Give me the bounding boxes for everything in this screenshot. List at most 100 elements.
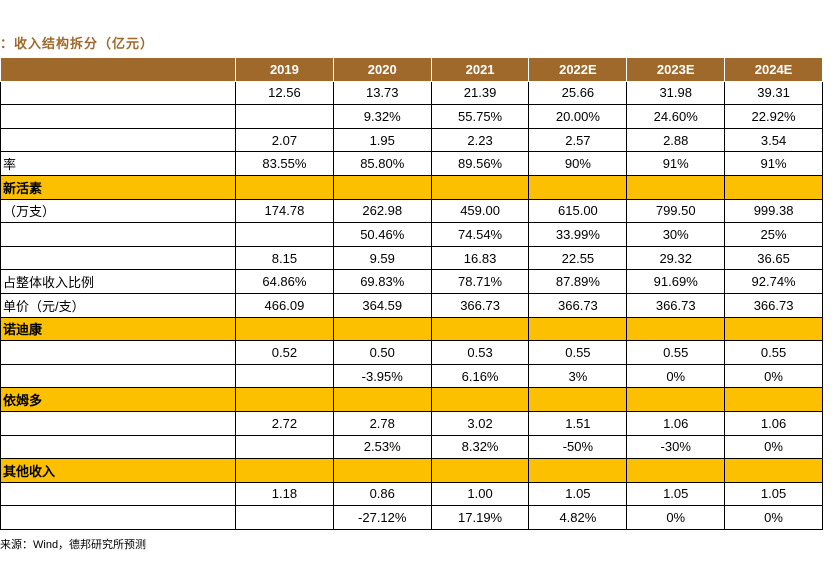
table-cell: 9.32% xyxy=(332,104,432,129)
table-cell: 24.60% xyxy=(626,104,726,129)
table-cell: 6.16% xyxy=(430,363,530,389)
table-cell: 69.83% xyxy=(332,269,432,294)
table-cell: 1.00 xyxy=(430,481,530,507)
row-label xyxy=(0,363,236,389)
table-cell: 21.39 xyxy=(430,80,530,106)
table-cell: 74.54% xyxy=(430,222,530,247)
section-cell xyxy=(626,316,726,342)
table-cell: 22.92% xyxy=(724,104,823,129)
table-cell: 55.75% xyxy=(430,104,530,129)
row-label: （万支） xyxy=(0,198,236,224)
table-row: 50.46% 74.54% 33.99% 30% 25% xyxy=(0,222,823,247)
table-cell: 91% xyxy=(626,151,726,176)
row-label xyxy=(0,340,236,365)
section-label: 其他收入 xyxy=(0,458,236,483)
row-label: 单价（元/支） xyxy=(0,292,236,318)
section-label: 依姆多 xyxy=(0,387,236,412)
row-label xyxy=(0,481,236,507)
section-cell xyxy=(430,174,530,200)
section-cell xyxy=(626,458,726,483)
table-cell xyxy=(235,104,334,129)
table-cell: 2.07 xyxy=(235,127,334,153)
section-cell xyxy=(235,458,334,483)
table-cell: 85.80% xyxy=(332,151,432,176)
table-cell: 2.78 xyxy=(332,410,432,436)
table-row: 新活素 xyxy=(0,174,823,200)
table-cell: 3% xyxy=(528,363,628,389)
table-cell: 1.05 xyxy=(528,481,628,507)
header-cell: 2022E xyxy=(528,57,628,82)
table-cell: 799.50 xyxy=(626,198,726,224)
source-note: 来源：Wind，德邦研究所预测 xyxy=(0,539,147,551)
header-cell: 2024E xyxy=(724,57,823,82)
section-cell xyxy=(332,174,432,200)
table-row: 9.32% 55.75% 20.00% 24.60% 22.92% xyxy=(0,104,823,129)
table-cell xyxy=(235,505,334,530)
header-cell: 2019 xyxy=(235,57,334,82)
section-cell xyxy=(626,387,726,412)
table-cell: 16.83 xyxy=(430,245,530,271)
table-cell: 366.73 xyxy=(528,292,628,318)
table-cell: 0.55 xyxy=(528,340,628,365)
row-label xyxy=(0,127,236,153)
row-label xyxy=(0,104,236,129)
table-row: 诺迪康 xyxy=(0,316,823,342)
table-row: 占整体收入比例 64.86% 69.83% 78.71% 87.89% 91.69% 92.… xyxy=(0,269,823,294)
table-cell: 91% xyxy=(724,151,823,176)
header-cell: 2023E xyxy=(626,57,726,82)
table-cell: 8.15 xyxy=(235,245,334,271)
table-cell: 83.55% xyxy=(235,151,334,176)
header-cell: 2021 xyxy=(430,57,530,82)
table-cell xyxy=(235,222,334,247)
table-cell: 1.51 xyxy=(528,410,628,436)
table-cell: 0% xyxy=(626,505,726,530)
table-row: 依姆多 xyxy=(0,387,823,412)
table-cell: 50.46% xyxy=(332,222,432,247)
table-cell: -30% xyxy=(626,434,726,460)
section-cell xyxy=(724,174,823,200)
table-cell: 0.55 xyxy=(626,340,726,365)
section-cell xyxy=(332,387,432,412)
table-cell: 64.86% xyxy=(235,269,334,294)
header-row: 2019 2020 2021 2022E 2023E 2024E xyxy=(0,57,823,82)
table-cell: 13.73 xyxy=(332,80,432,106)
header-cell xyxy=(0,57,236,82)
table-cell: 0% xyxy=(724,363,823,389)
table-cell: 8.32% xyxy=(430,434,530,460)
table-cell: 3.02 xyxy=(430,410,530,436)
table-cell: 364.59 xyxy=(332,292,432,318)
table-cell: 0.86 xyxy=(332,481,432,507)
table-cell: 1.95 xyxy=(332,127,432,153)
table-cell: 2.88 xyxy=(626,127,726,153)
table-cell: -3.95% xyxy=(332,363,432,389)
section-cell xyxy=(724,387,823,412)
table-cell: 366.73 xyxy=(724,292,823,318)
row-label: 占整体收入比例 xyxy=(0,269,236,294)
section-cell xyxy=(528,387,628,412)
table-cell: -50% xyxy=(528,434,628,460)
table-cell: 4.82% xyxy=(528,505,628,530)
table-row: -3.95% 6.16% 3% 0% 0% xyxy=(0,363,823,389)
row-label: 率 xyxy=(0,151,236,176)
table-cell: 31.98 xyxy=(626,80,726,106)
section-cell xyxy=(235,316,334,342)
section-cell xyxy=(235,174,334,200)
table-cell: 1.05 xyxy=(626,481,726,507)
table-cell: 3.54 xyxy=(724,127,823,153)
table-cell: 262.98 xyxy=(332,198,432,224)
table-row: 2.07 1.95 2.23 2.57 2.88 3.54 xyxy=(0,127,823,153)
table-cell: 29.32 xyxy=(626,245,726,271)
table-cell: 39.31 xyxy=(724,80,823,106)
table-cell: 78.71% xyxy=(430,269,530,294)
section-cell xyxy=(332,316,432,342)
section-label: 新活素 xyxy=(0,174,236,200)
table-cell: 30% xyxy=(626,222,726,247)
table-row: -27.12% 17.19% 4.82% 0% 0% xyxy=(0,505,823,530)
row-label xyxy=(0,505,236,530)
table-cell: -27.12% xyxy=(332,505,432,530)
section-label: 诺迪康 xyxy=(0,316,236,342)
header-cell: 2020 xyxy=(332,57,432,82)
table-cell: 22.55 xyxy=(528,245,628,271)
table-cell: 366.73 xyxy=(626,292,726,318)
table-row: 2.72 2.78 3.02 1.51 1.06 1.06 xyxy=(0,410,823,436)
